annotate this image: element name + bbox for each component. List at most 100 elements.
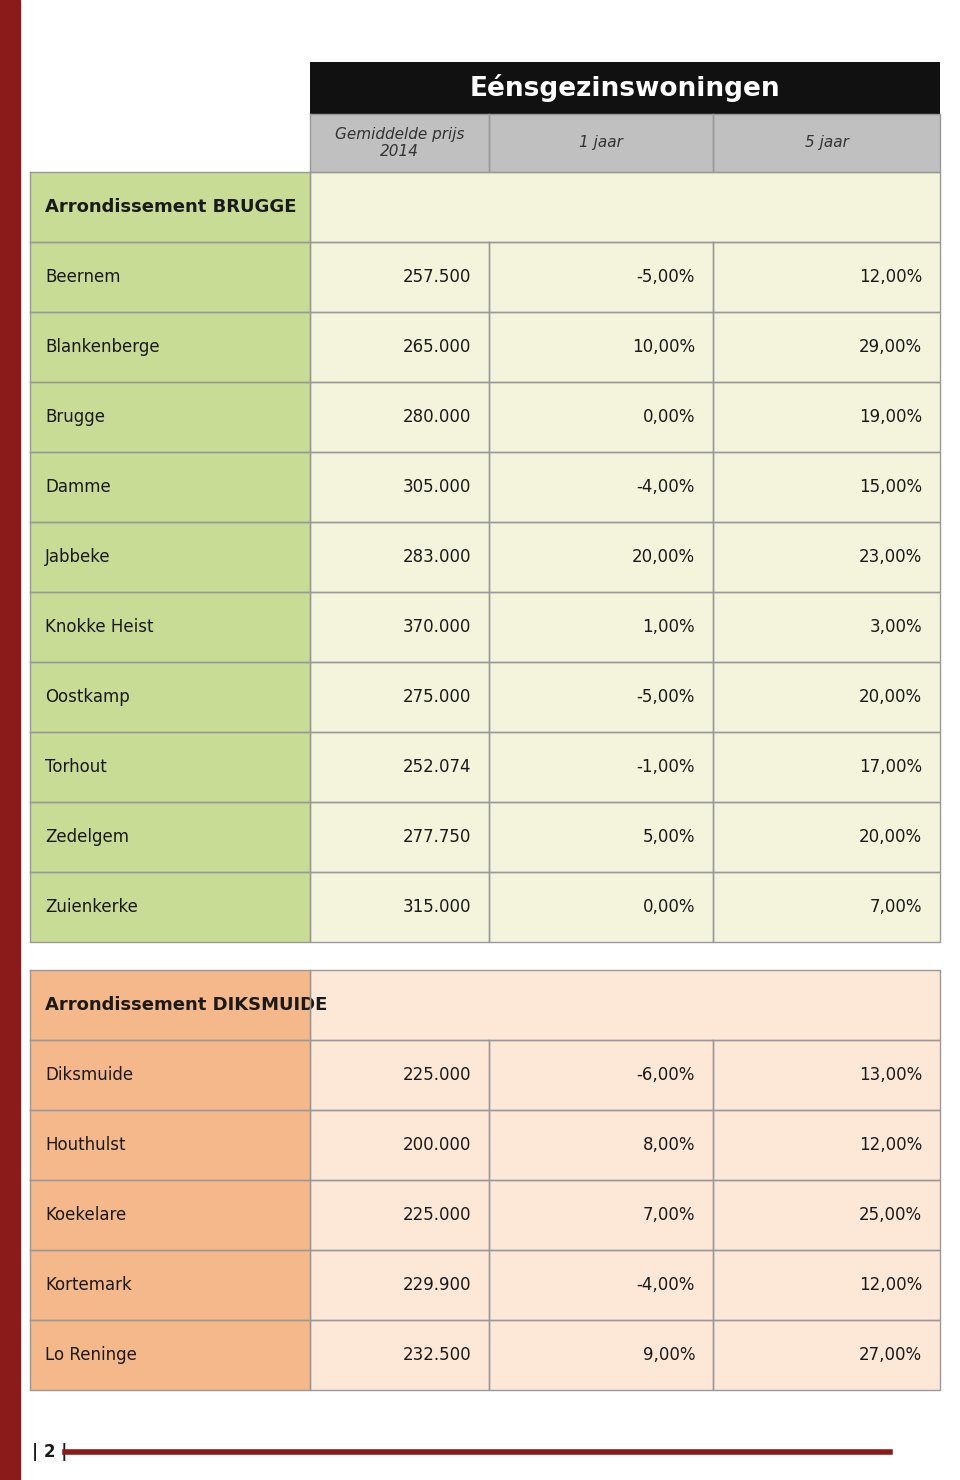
Text: 7,00%: 7,00% (870, 898, 922, 916)
Text: 265.000: 265.000 (402, 337, 471, 357)
Text: 257.500: 257.500 (402, 268, 471, 286)
Text: Lo Reninge: Lo Reninge (45, 1345, 137, 1365)
Bar (489, 451, 713, 522)
Bar (30, 522, 310, 592)
Bar (30, 1110, 310, 1180)
Bar (489, 243, 713, 312)
Text: 315.000: 315.000 (402, 898, 471, 916)
Bar (489, 1180, 713, 1251)
Bar (0, 0, 20, 1480)
Bar (489, 312, 713, 382)
Bar (713, 872, 940, 941)
Text: 12,00%: 12,00% (859, 1276, 922, 1294)
Bar (489, 522, 713, 592)
Text: Kortemark: Kortemark (45, 1276, 132, 1294)
Text: Arrondissement DIKSMUIDE: Arrondissement DIKSMUIDE (45, 996, 327, 1014)
Bar (310, 592, 489, 662)
Text: Damme: Damme (45, 478, 110, 496)
Text: Diksmuide: Diksmuide (45, 1066, 133, 1083)
Bar (310, 662, 489, 733)
Text: -5,00%: -5,00% (636, 688, 695, 706)
Bar (310, 114, 489, 172)
Bar (30, 592, 310, 662)
Bar (713, 733, 940, 802)
Bar (30, 451, 310, 522)
Bar (310, 312, 489, 382)
Text: Houthulst: Houthulst (45, 1137, 126, 1154)
Bar (489, 592, 713, 662)
Bar (30, 662, 310, 733)
Bar (713, 1180, 940, 1251)
Text: Zedelgem: Zedelgem (45, 827, 129, 847)
Text: 5 jaar: 5 jaar (804, 136, 849, 151)
Text: 7,00%: 7,00% (642, 1206, 695, 1224)
Bar (310, 522, 489, 592)
Bar (310, 1110, 489, 1180)
Text: 280.000: 280.000 (402, 408, 471, 426)
Bar (489, 733, 713, 802)
Text: 25,00%: 25,00% (859, 1206, 922, 1224)
Text: -4,00%: -4,00% (636, 478, 695, 496)
Bar (310, 1180, 489, 1251)
Bar (489, 872, 713, 941)
Text: 5,00%: 5,00% (642, 827, 695, 847)
Bar (713, 1320, 940, 1390)
Bar (30, 1040, 310, 1110)
Bar (310, 62, 940, 114)
Text: 232.500: 232.500 (402, 1345, 471, 1365)
Bar (713, 114, 940, 172)
Bar (310, 243, 489, 312)
Bar (489, 1320, 713, 1390)
Bar (713, 802, 940, 872)
Text: -1,00%: -1,00% (636, 758, 695, 776)
Text: 229.900: 229.900 (402, 1276, 471, 1294)
Text: 275.000: 275.000 (402, 688, 471, 706)
Text: Eénsgezinswoningen: Eénsgezinswoningen (469, 74, 780, 102)
Text: 370.000: 370.000 (402, 619, 471, 636)
Bar (713, 312, 940, 382)
Text: Knokke Heist: Knokke Heist (45, 619, 154, 636)
Bar (30, 733, 310, 802)
Text: 12,00%: 12,00% (859, 1137, 922, 1154)
Bar (310, 172, 940, 243)
Text: 0,00%: 0,00% (642, 408, 695, 426)
Text: 19,00%: 19,00% (859, 408, 922, 426)
Bar (713, 382, 940, 451)
Text: 277.750: 277.750 (402, 827, 471, 847)
Text: 27,00%: 27,00% (859, 1345, 922, 1365)
Bar (713, 592, 940, 662)
Text: 200.000: 200.000 (402, 1137, 471, 1154)
Bar (713, 451, 940, 522)
Text: Zuienkerke: Zuienkerke (45, 898, 138, 916)
Text: Arrondissement BRUGGE: Arrondissement BRUGGE (45, 198, 297, 216)
Bar (30, 243, 310, 312)
Text: Torhout: Torhout (45, 758, 107, 776)
Bar (30, 1180, 310, 1251)
Bar (310, 1320, 489, 1390)
Bar (713, 243, 940, 312)
Text: 8,00%: 8,00% (642, 1137, 695, 1154)
Text: 23,00%: 23,00% (859, 548, 922, 565)
Text: 0,00%: 0,00% (642, 898, 695, 916)
Text: 12,00%: 12,00% (859, 268, 922, 286)
Bar (489, 802, 713, 872)
Bar (30, 1320, 310, 1390)
Bar (310, 1040, 489, 1110)
Bar (713, 1110, 940, 1180)
Bar (713, 1040, 940, 1110)
Text: 17,00%: 17,00% (859, 758, 922, 776)
Bar (310, 382, 489, 451)
Text: -4,00%: -4,00% (636, 1276, 695, 1294)
Bar (30, 382, 310, 451)
Bar (310, 802, 489, 872)
Bar (310, 1251, 489, 1320)
Bar (30, 872, 310, 941)
Text: 20,00%: 20,00% (632, 548, 695, 565)
Text: 1,00%: 1,00% (642, 619, 695, 636)
Text: Blankenberge: Blankenberge (45, 337, 159, 357)
Text: 20,00%: 20,00% (859, 688, 922, 706)
Text: 29,00%: 29,00% (859, 337, 922, 357)
Text: Koekelare: Koekelare (45, 1206, 127, 1224)
Text: Brugge: Brugge (45, 408, 105, 426)
Bar (489, 1251, 713, 1320)
